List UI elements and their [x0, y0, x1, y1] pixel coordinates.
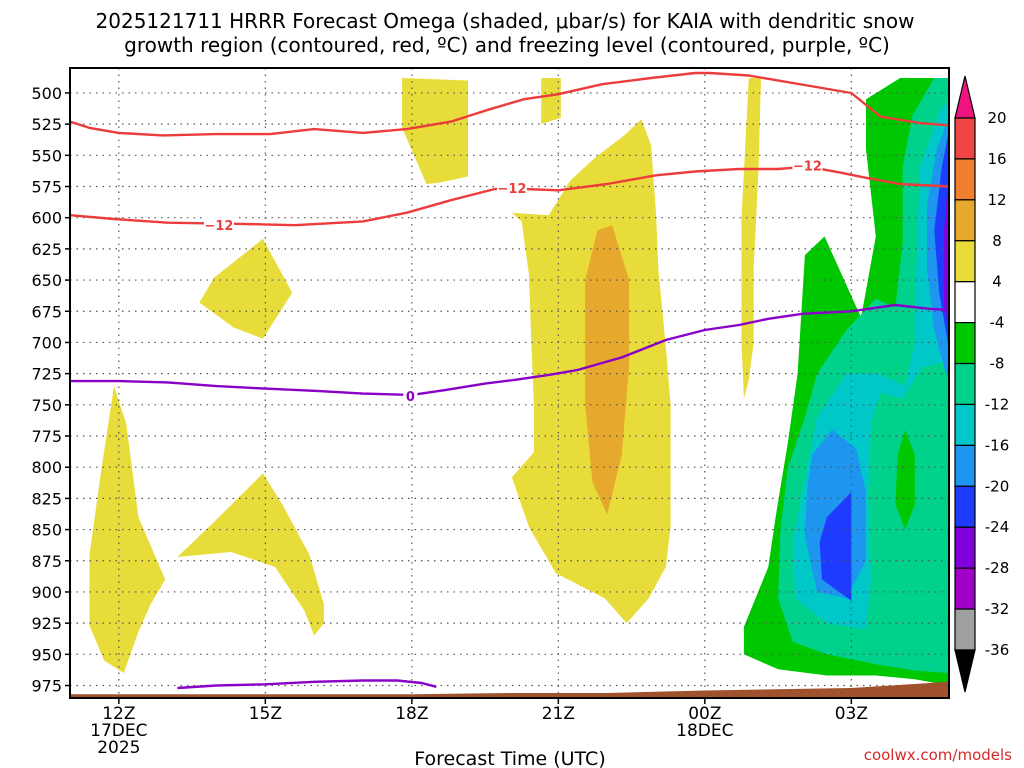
colorbar-band-11: [954, 567, 976, 610]
omega-region-2-0: [741, 78, 761, 399]
y-tick-label-675: 675: [31, 302, 62, 321]
colorbar-band-12: [954, 608, 976, 651]
colorbar-label-5: -4: [990, 314, 1005, 332]
contour-label-bg-1-2: [792, 157, 823, 173]
colorbar-band-2: [954, 199, 976, 242]
y-tick-label-975: 975: [31, 677, 62, 696]
x-tick-label-12Z-2: 2025: [97, 738, 140, 758]
y-tick-label-650: 650: [31, 271, 62, 290]
x-tick-label-15Z-0: 15Z: [249, 704, 282, 724]
contour-label-1-0: −12: [204, 219, 233, 234]
y-tick-label-850: 850: [31, 521, 62, 540]
colorbar-label-11: -28: [985, 559, 1010, 577]
colorbar-label-9: -20: [985, 477, 1010, 495]
y-tick-label-925: 925: [31, 614, 62, 633]
contour-1: [70, 165, 949, 227]
vertical-gridlines: [118, 68, 852, 698]
colorbar-label-4: 4: [992, 273, 1002, 291]
colorbar-band-0: [954, 117, 976, 160]
plot-area: −12 −12 −12 0: [70, 68, 949, 698]
omega-region-1-0: [585, 225, 630, 515]
y-tick-label-825: 825: [31, 489, 62, 508]
contour-layer: −12 −12 −12 0: [70, 71, 949, 690]
y-tick-label-550: 550: [31, 146, 62, 165]
colorbar-label-3: 8: [992, 232, 1002, 250]
terrain-surface: [70, 681, 949, 698]
omega-region-0-4: [541, 78, 561, 125]
colorbar-band-7: [954, 403, 976, 446]
colorbar-label-6: -8: [990, 355, 1005, 373]
chart-title-line-1: 2025121711 HRRR Forecast Omega (shaded, …: [96, 9, 915, 33]
omega-region-8-1: [819, 492, 852, 601]
colorbar-label-13: -36: [985, 641, 1010, 659]
x-tick-label-18Z-0: 18Z: [395, 704, 428, 724]
colorbar-band-8: [954, 444, 976, 487]
x-tick-label-00Z-0: 00Z: [688, 704, 721, 724]
contour-label-bg-2-0: [403, 388, 418, 404]
x-tick-label-12Z-0: 12Z: [102, 704, 135, 724]
omega-region-0-2: [199, 238, 293, 339]
omega-region-9-0: [944, 167, 949, 330]
x-tick-label-03Z-0: 03Z: [835, 704, 868, 724]
contour-label-bg-1-1: [496, 179, 527, 195]
chart-title-line-2: growth region (contoured, red, ºC) and f…: [124, 33, 890, 57]
x-tick-label-12Z-1: 17DEC: [90, 721, 147, 741]
credit-text: coolwx.com/models: [864, 746, 1012, 764]
colorbar-band-4: [954, 281, 976, 324]
y-tick-label-900: 900: [31, 583, 62, 602]
contour-label-2-0: 0: [406, 390, 415, 405]
colorbar-label-2: 12: [987, 191, 1006, 209]
omega-region-0-0: [89, 386, 166, 673]
y-tick-label-625: 625: [31, 240, 62, 259]
colorbar-band-10: [954, 526, 976, 569]
contour-label-bg-1-0: [203, 217, 234, 233]
x-tick-label-00Z-1: 18DEC: [676, 721, 733, 741]
contour-0: [70, 71, 949, 137]
y-tick-label-525: 525: [31, 115, 62, 134]
colorbar-label-1: 16: [987, 150, 1006, 168]
x-axis-label: Forecast Time (UTC): [414, 748, 605, 768]
colorbar-band-3: [954, 240, 976, 283]
colorbar-label-7: -12: [985, 395, 1010, 413]
y-tick-label-700: 700: [31, 333, 62, 352]
colorbar-band-9: [954, 485, 976, 528]
omega-region-0-1: [177, 473, 324, 636]
y-tick-label-575: 575: [31, 178, 62, 197]
y-tick-label-600: 600: [31, 209, 62, 228]
colorbar-band-1: [954, 158, 976, 201]
colorbar-label-0: 20: [987, 109, 1006, 127]
terrain-layer: [70, 681, 949, 698]
y-tick-label-750: 750: [31, 396, 62, 415]
y-tick-label-725: 725: [31, 365, 62, 384]
colorbar-label-10: -24: [985, 518, 1010, 536]
contour-2: [70, 303, 949, 397]
y-tick-label-950: 950: [31, 645, 62, 664]
x-tick-label-21Z-0: 21Z: [542, 704, 575, 724]
omega-region-5-0: [895, 429, 915, 530]
contour-label-1-1: −12: [497, 182, 526, 197]
y-tick-label-800: 800: [31, 458, 62, 477]
colorbar-band-5: [954, 322, 976, 365]
colorbar-label-8: -16: [985, 436, 1010, 454]
omega-region-0-3: [402, 78, 468, 184]
plot-frame: [69, 67, 950, 699]
contour-label-1-2: −12: [793, 159, 822, 174]
colorbar-bottom-arrow: [954, 649, 976, 693]
y-tick-label-500: 500: [31, 84, 62, 103]
contour-3: [177, 679, 437, 690]
colorbar-band-6: [954, 362, 976, 406]
colorbar: 20 16 12 8 4 -4 -8 -12 -16 -20 -24 -28 -32 -36: [954, 75, 1010, 693]
y-axis: 500 525 550 575 600 625 650 675 700 725 750 775 800 8…: [31, 84, 70, 696]
omega-shading-layer: [89, 78, 949, 686]
y-tick-label-775: 775: [31, 427, 62, 446]
colorbar-label-12: -32: [985, 600, 1010, 618]
y-tick-label-875: 875: [31, 552, 62, 571]
